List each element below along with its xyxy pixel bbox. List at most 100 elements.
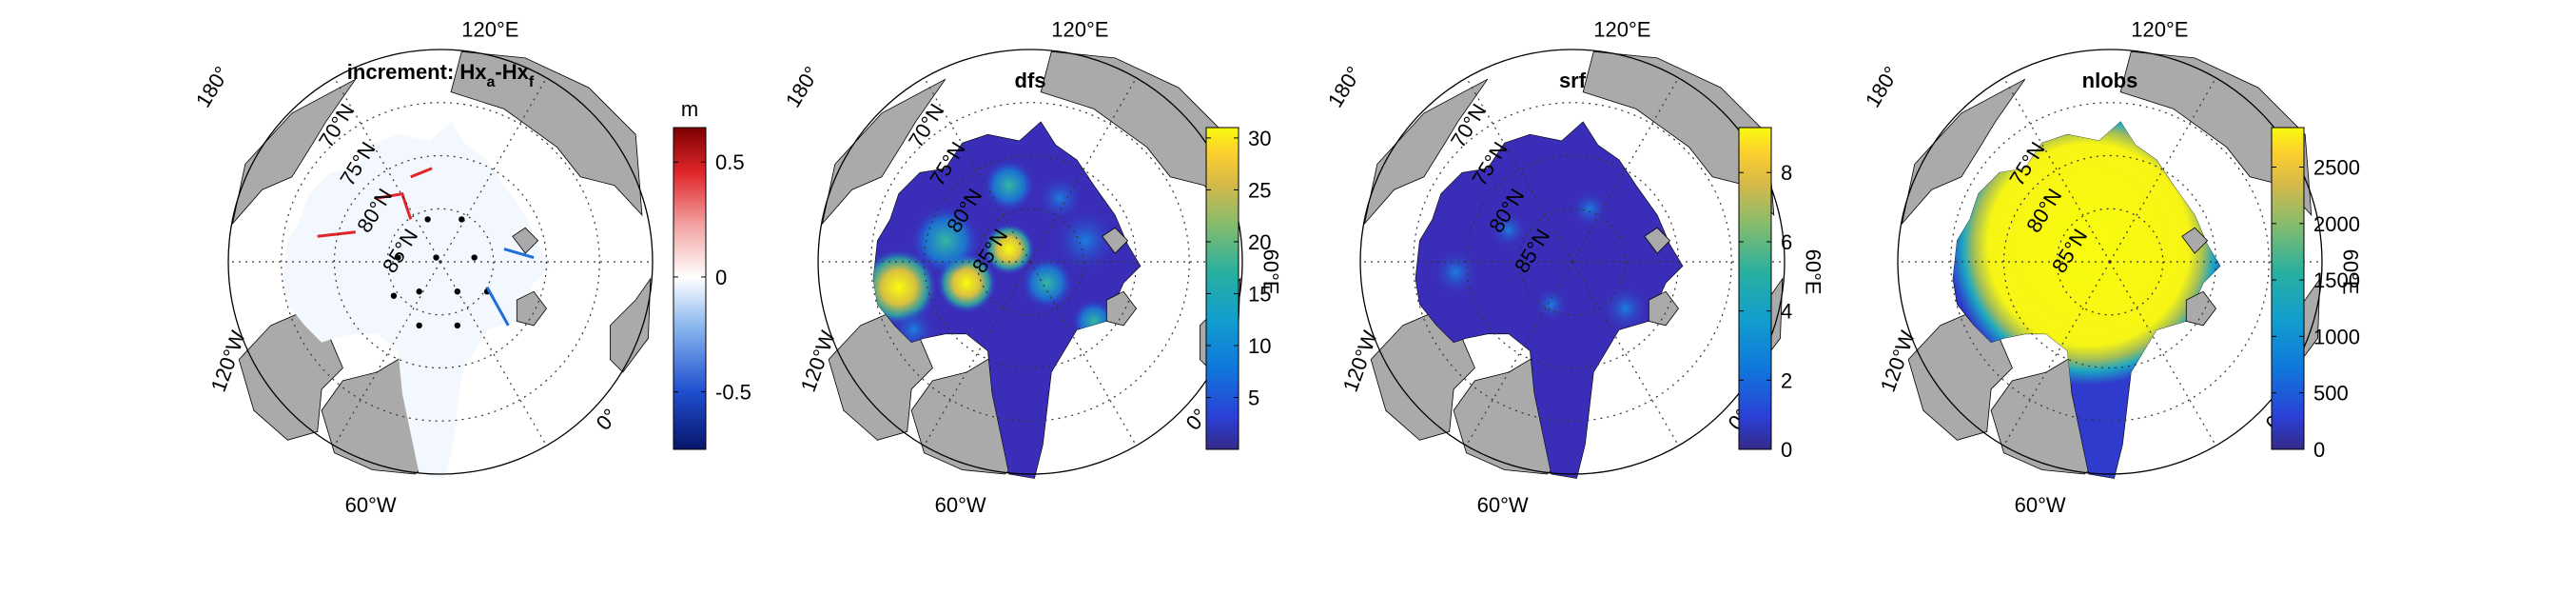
- land-svalbard: [1648, 290, 1680, 327]
- longitude-label: 180°: [1861, 62, 1903, 111]
- colorbar-tick-label: 0.5: [715, 150, 745, 174]
- longitude-label: 60°E: [1259, 249, 1282, 295]
- land-svalbard: [1105, 290, 1138, 327]
- latitude-circle: [333, 154, 548, 369]
- land-scandinavia: [610, 277, 652, 373]
- land-franz-josef: [1102, 227, 1129, 254]
- chart-title: increment: Hxa-Hxf: [347, 60, 535, 90]
- land-siberia: [2119, 50, 2313, 217]
- longitude-label: 120°E: [1593, 18, 1650, 42]
- land-siberia: [1582, 50, 1775, 217]
- observation-dot: [433, 254, 439, 261]
- colorbar: [2271, 127, 2305, 450]
- colorbar-tick-label: 20: [1248, 230, 1271, 254]
- latitude-circle: [1465, 154, 1680, 369]
- land-franz-josef: [512, 227, 539, 254]
- colorbar: [1738, 127, 1772, 450]
- land-alaska: [1363, 78, 1489, 226]
- observation-dot: [416, 288, 422, 295]
- latitude-circle: [976, 208, 1084, 316]
- observation-dot: [416, 322, 422, 329]
- colorbar-tick-label: 8: [1781, 161, 1792, 185]
- title-mid: -Hx: [495, 60, 529, 84]
- latitude-circle: [923, 154, 1138, 369]
- longitude-label: 180°: [191, 62, 234, 111]
- colorbar: [1205, 127, 1239, 450]
- observation-dot: [424, 216, 431, 223]
- longitude-label: 120°E: [2131, 18, 2188, 42]
- colorbar-tick-label: -0.5: [715, 381, 751, 405]
- longitude-label: 0°: [592, 404, 623, 434]
- colorbar-tick-label: 1000: [2313, 325, 2360, 348]
- land-svalbard: [516, 290, 548, 327]
- colorbar-tick-label: 15: [1248, 282, 1271, 306]
- colorbar-tick-label: 0: [2313, 438, 2325, 462]
- increment-red-band: [317, 167, 433, 238]
- colorbar-tick-label: 2: [1781, 368, 1792, 392]
- colorbar-tick-label: 5: [1248, 386, 1259, 409]
- panel-increment: increment: Hxa-Hxf70°N75°N80°N85°N180°12…: [191, 18, 751, 518]
- latitude-circle: [1413, 102, 1732, 422]
- land-siberia: [450, 50, 643, 217]
- field-blob: [1434, 250, 1477, 294]
- colorbar-tick-label: 1500: [2313, 268, 2360, 292]
- chart-title: srf: [1559, 69, 1587, 92]
- coverage-field: [1953, 121, 2220, 386]
- colorbar-tick-label: 0: [1781, 438, 1792, 462]
- longitude-label: 60°E: [2338, 249, 2362, 295]
- colorbar: [673, 127, 707, 450]
- map-frame: [227, 49, 654, 475]
- map-frame: [1359, 49, 1786, 475]
- land-franz-josef: [1644, 227, 1671, 254]
- colorbar-tick-label: 4: [1781, 300, 1792, 324]
- title-subscript-f: f: [529, 74, 535, 90]
- longitude-label: 120°E: [461, 18, 518, 42]
- latitude-circle: [2002, 154, 2217, 369]
- colorbar-tick-label: 500: [2313, 382, 2349, 406]
- longitude-label: 60°W: [2015, 493, 2066, 517]
- longitude-label: 60°E: [1801, 249, 1825, 295]
- field-blob: [983, 159, 1035, 211]
- field-blob: [1492, 212, 1526, 248]
- longitude-label: 60°W: [935, 493, 986, 517]
- field-blob: [1572, 191, 1607, 227]
- colorbar-unit-label: m: [681, 97, 698, 121]
- latitude-circle: [870, 102, 1190, 422]
- map-frame: [817, 49, 1243, 475]
- land-alaska: [231, 78, 357, 226]
- longitude-label: 120°E: [1051, 18, 1108, 42]
- observation-dot: [459, 216, 465, 223]
- latitude-circle: [2056, 208, 2164, 316]
- longitude-label: 60°W: [1477, 493, 1529, 517]
- increment-blue-band: [485, 248, 535, 327]
- field-blob: [873, 248, 937, 326]
- latitude-circle: [281, 102, 600, 422]
- latitude-circle: [1518, 208, 1627, 316]
- colorbar-tick-label: 2500: [2313, 156, 2360, 180]
- longitude-label: 180°: [781, 62, 824, 111]
- title-main: increment: Hx: [347, 60, 487, 84]
- colorbar-tick-label: 25: [1248, 178, 1271, 202]
- longitude-label: 60°W: [345, 493, 397, 517]
- colorbar-tick-label: 10: [1248, 334, 1271, 358]
- land-alaska: [1901, 78, 2026, 226]
- panel-dfs: dfs70°N75°N80°N85°N180°120°E60°E0°60°W12…: [781, 18, 1283, 518]
- observation-dot: [454, 322, 461, 329]
- field-blob: [1536, 288, 1567, 320]
- observation-dot: [390, 292, 398, 299]
- title-subscript-a: a: [487, 74, 496, 90]
- observation-dot: [471, 254, 478, 261]
- land-alaska: [821, 78, 946, 226]
- longitude-label: 180°: [1323, 62, 1366, 111]
- land-franz-josef: [2181, 227, 2209, 254]
- land-svalbard: [2185, 290, 2217, 327]
- field-blob: [911, 207, 980, 275]
- field-blob: [1055, 210, 1116, 270]
- colorbar-tick-label: 6: [1781, 230, 1792, 254]
- field-blob: [1022, 257, 1073, 309]
- panel-srf: srf70°N75°N80°N85°N180°120°E60°E0°60°W12…: [1323, 18, 1825, 518]
- colorbar-tick-label: 0: [715, 266, 727, 289]
- chart-title: nlobs: [2082, 69, 2138, 92]
- colorbar-tick-label: 2000: [2313, 212, 2360, 236]
